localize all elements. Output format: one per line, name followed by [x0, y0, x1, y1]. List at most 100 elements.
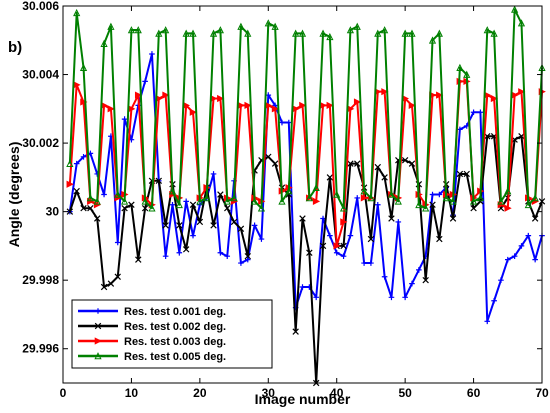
data-point	[94, 352, 102, 360]
data-point	[483, 26, 491, 34]
data-point	[114, 239, 121, 246]
data-point	[449, 215, 457, 222]
series-1	[67, 51, 545, 325]
data-point	[408, 101, 416, 110]
data-point	[367, 235, 375, 243]
data-point	[94, 322, 102, 330]
data-point	[197, 201, 203, 208]
data-point	[360, 194, 369, 202]
data-point	[196, 218, 204, 226]
data-point	[114, 190, 122, 198]
plot-frame	[62, 5, 543, 384]
data-point	[142, 78, 148, 85]
data-point	[299, 101, 307, 110]
data-point	[436, 91, 444, 99]
data-point	[381, 88, 389, 96]
data-point	[135, 256, 142, 263]
y-axis-label: Angle (degrees)	[6, 142, 22, 248]
data-point	[463, 170, 470, 178]
data-point	[429, 201, 436, 209]
data-point	[265, 153, 272, 161]
data-point	[176, 222, 183, 229]
data-point	[121, 116, 128, 122]
data-point	[107, 280, 115, 287]
data-point	[416, 267, 422, 273]
data-point	[381, 174, 388, 181]
legend-label: Res. test 0.005 deg.	[124, 351, 226, 363]
data-point	[408, 29, 416, 37]
data-point	[319, 242, 327, 250]
legend: Res. test 0.001 deg. Res. test 0.002 deg.…	[71, 299, 273, 369]
data-point	[87, 197, 95, 205]
data-point	[258, 236, 265, 242]
data-point	[210, 171, 217, 177]
data-point	[374, 163, 381, 171]
data-point	[347, 232, 354, 239]
data-point	[279, 119, 285, 126]
data-point	[532, 256, 538, 263]
data-point	[346, 26, 355, 34]
legend-entry: Res. test 0.003 deg.	[78, 336, 226, 348]
data-point	[148, 204, 156, 212]
data-point	[456, 63, 464, 71]
data-point	[271, 160, 279, 167]
data-point	[127, 26, 136, 34]
data-point	[340, 253, 347, 259]
data-point	[264, 19, 272, 27]
data-point	[87, 204, 94, 212]
data-point	[395, 219, 402, 225]
data-point	[327, 232, 333, 239]
data-point	[525, 232, 532, 239]
data-point	[107, 105, 115, 113]
data-point	[80, 98, 88, 106]
series-line	[68, 135, 543, 384]
data-point	[66, 159, 74, 167]
data-point	[182, 246, 190, 253]
data-point	[114, 273, 121, 280]
data-point	[497, 201, 505, 209]
data-point	[73, 160, 80, 167]
data-point	[312, 197, 321, 205]
data-point	[518, 88, 526, 96]
data-point	[498, 277, 504, 283]
data-point	[73, 187, 80, 195]
data-point	[354, 160, 361, 167]
legend-label: Res. test 0.002 deg.	[124, 321, 226, 333]
data-point	[531, 194, 539, 202]
data-point	[237, 22, 245, 30]
x-tick-label: 20	[193, 386, 207, 400]
data-point	[244, 256, 251, 263]
data-point	[93, 197, 101, 205]
data-point	[402, 294, 408, 301]
y-tick-label: 30.002	[22, 136, 59, 150]
data-point	[511, 253, 518, 259]
data-point	[408, 160, 416, 167]
series-line	[68, 52, 543, 323]
data-point	[230, 194, 238, 202]
data-point	[93, 215, 101, 222]
data-point	[100, 39, 108, 47]
data-point	[333, 249, 340, 256]
data-point	[401, 157, 409, 164]
data-point	[333, 242, 341, 250]
data-point	[415, 200, 423, 209]
x-axis-label: Image number	[255, 391, 351, 407]
data-point	[141, 204, 149, 212]
data-point	[162, 26, 170, 34]
data-point	[114, 194, 122, 202]
data-point	[394, 197, 402, 205]
data-point	[79, 63, 88, 71]
data-point	[374, 201, 381, 208]
data-point	[319, 29, 327, 37]
x-tick-label: 50	[398, 386, 412, 400]
data-point	[457, 126, 463, 133]
data-point	[354, 195, 361, 201]
data-point	[360, 187, 368, 195]
data-point	[429, 191, 436, 198]
data-point	[367, 194, 375, 202]
data-point	[244, 101, 252, 110]
data-point	[463, 70, 471, 78]
data-point	[339, 204, 348, 212]
data-point	[162, 253, 169, 259]
data-point	[484, 318, 491, 325]
